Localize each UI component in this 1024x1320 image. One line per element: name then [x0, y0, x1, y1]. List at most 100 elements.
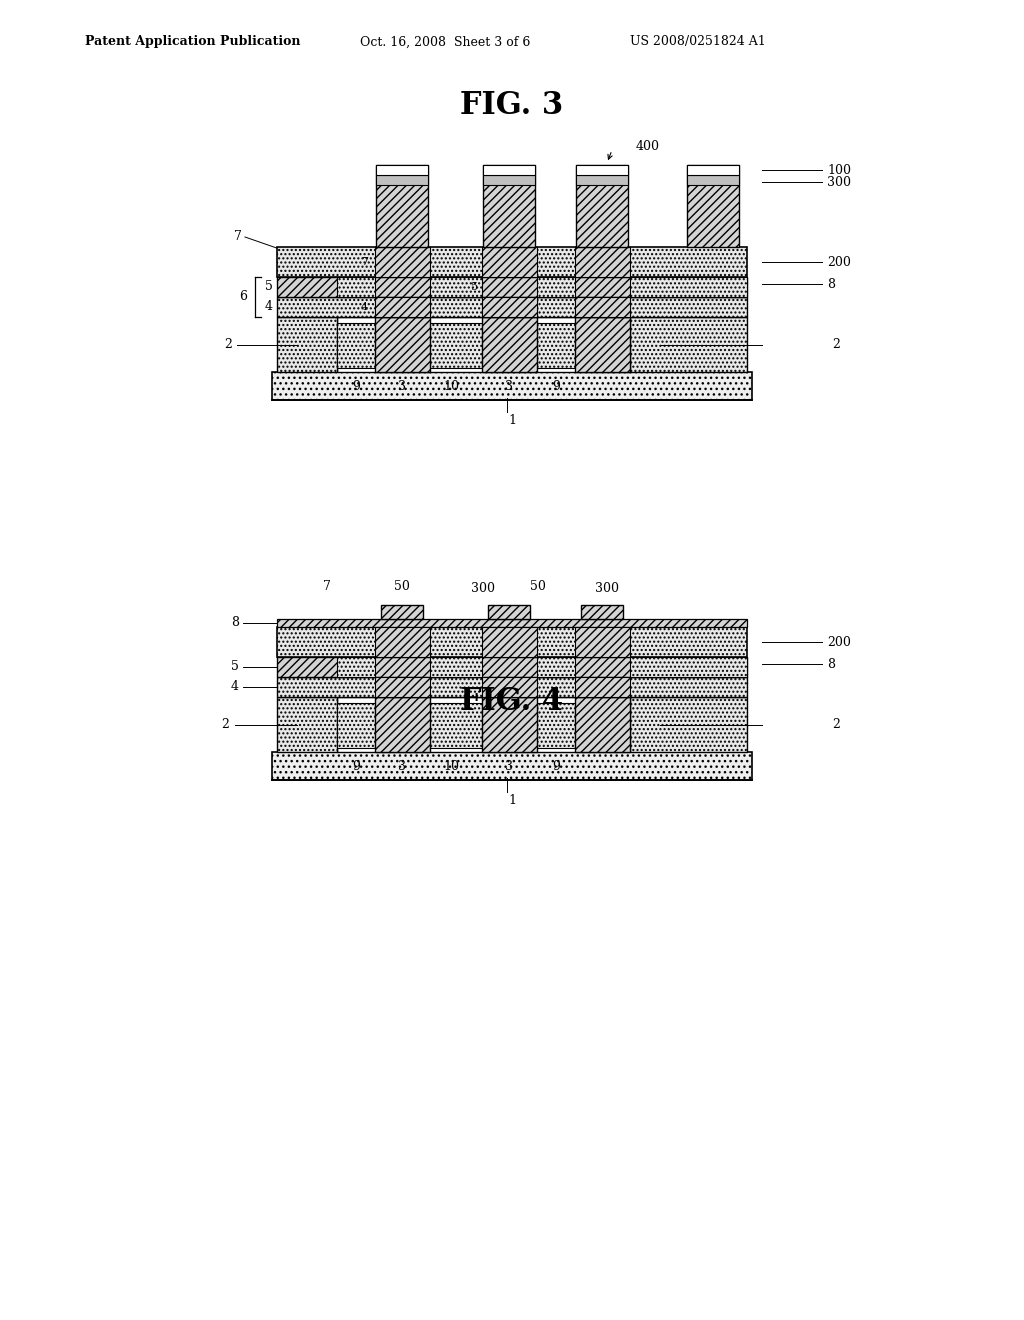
Bar [575, 165, 628, 247]
Bar [272, 372, 752, 400]
Text: 9: 9 [352, 759, 360, 772]
Bar [375, 297, 430, 317]
Text: 100: 100 [827, 164, 851, 177]
Text: 2: 2 [831, 338, 840, 351]
Bar [278, 247, 746, 277]
Bar [581, 605, 623, 619]
Text: 6: 6 [239, 290, 247, 304]
Bar [430, 704, 482, 748]
Bar [575, 317, 630, 372]
Bar [687, 176, 739, 185]
Text: 3: 3 [505, 380, 513, 392]
Bar [375, 677, 430, 697]
Bar [376, 165, 428, 176]
Text: 50: 50 [530, 581, 546, 594]
Bar [537, 277, 575, 297]
Text: 3: 3 [398, 759, 406, 772]
Bar [430, 323, 482, 368]
Text: 300: 300 [827, 176, 851, 189]
Text: 9: 9 [552, 380, 560, 392]
Bar [278, 627, 746, 657]
Text: 8: 8 [827, 657, 835, 671]
Bar [430, 277, 482, 297]
Text: 7: 7 [323, 581, 331, 594]
Text: 200: 200 [827, 256, 851, 268]
Text: 3: 3 [505, 759, 513, 772]
Bar [381, 605, 423, 619]
Bar [575, 297, 630, 317]
Text: FIG. 3: FIG. 3 [461, 90, 563, 120]
Bar [575, 165, 628, 176]
Bar [337, 697, 630, 752]
Bar [375, 697, 430, 752]
Bar [630, 697, 746, 752]
Bar [482, 297, 537, 317]
Text: 2: 2 [224, 338, 232, 351]
Bar [337, 657, 375, 677]
Bar [272, 752, 752, 780]
Text: 4: 4 [231, 681, 239, 693]
Bar [537, 323, 575, 368]
Bar [482, 247, 537, 277]
Text: 5: 5 [471, 282, 478, 292]
Text: 10: 10 [443, 759, 459, 772]
Bar [687, 165, 739, 247]
Text: 3: 3 [398, 380, 406, 392]
Bar [278, 317, 337, 372]
Bar [278, 697, 337, 752]
Bar [482, 627, 537, 657]
Bar [687, 165, 739, 176]
Bar [337, 323, 375, 368]
Text: 2: 2 [221, 718, 229, 731]
Text: 1: 1 [508, 793, 516, 807]
Text: 10: 10 [443, 380, 459, 392]
Bar [575, 697, 630, 752]
Text: US 2008/0251824 A1: US 2008/0251824 A1 [630, 36, 766, 49]
Bar [482, 317, 537, 372]
Text: Patent Application Publication: Patent Application Publication [85, 36, 300, 49]
Text: 9: 9 [352, 380, 360, 392]
Bar [630, 657, 746, 677]
Text: 400: 400 [636, 140, 660, 153]
Bar [376, 176, 428, 185]
Bar [482, 697, 537, 752]
Bar [337, 317, 630, 372]
Bar [375, 317, 430, 372]
Bar [537, 657, 575, 677]
Text: Oct. 16, 2008  Sheet 3 of 6: Oct. 16, 2008 Sheet 3 of 6 [360, 36, 530, 49]
Bar [488, 605, 530, 619]
Bar [278, 297, 746, 317]
Text: 2: 2 [831, 718, 840, 731]
Text: 7: 7 [361, 257, 368, 267]
Bar [376, 165, 428, 247]
Bar [575, 176, 628, 185]
Bar [483, 165, 535, 247]
Text: 50: 50 [394, 581, 410, 594]
Bar [630, 317, 746, 372]
Bar [537, 704, 575, 748]
Bar [278, 277, 746, 297]
Text: 4: 4 [360, 302, 368, 312]
Text: 300: 300 [471, 582, 495, 595]
Text: FIG. 4: FIG. 4 [461, 686, 563, 718]
Text: 1: 1 [508, 413, 516, 426]
Bar [337, 704, 375, 748]
Bar [482, 297, 537, 317]
Text: 300: 300 [595, 582, 618, 595]
Bar [483, 165, 535, 176]
Bar [575, 677, 630, 697]
Bar [337, 277, 375, 297]
Text: 7: 7 [234, 231, 242, 243]
Bar [375, 627, 430, 657]
Bar [575, 297, 630, 317]
Text: 8: 8 [827, 277, 835, 290]
Text: 200: 200 [827, 635, 851, 648]
Bar [375, 247, 430, 277]
Bar [575, 247, 630, 277]
Bar [430, 657, 482, 677]
Bar [278, 677, 746, 697]
Text: 4: 4 [265, 301, 273, 314]
Bar [278, 657, 746, 677]
Text: 9: 9 [552, 759, 560, 772]
Bar [630, 277, 746, 297]
